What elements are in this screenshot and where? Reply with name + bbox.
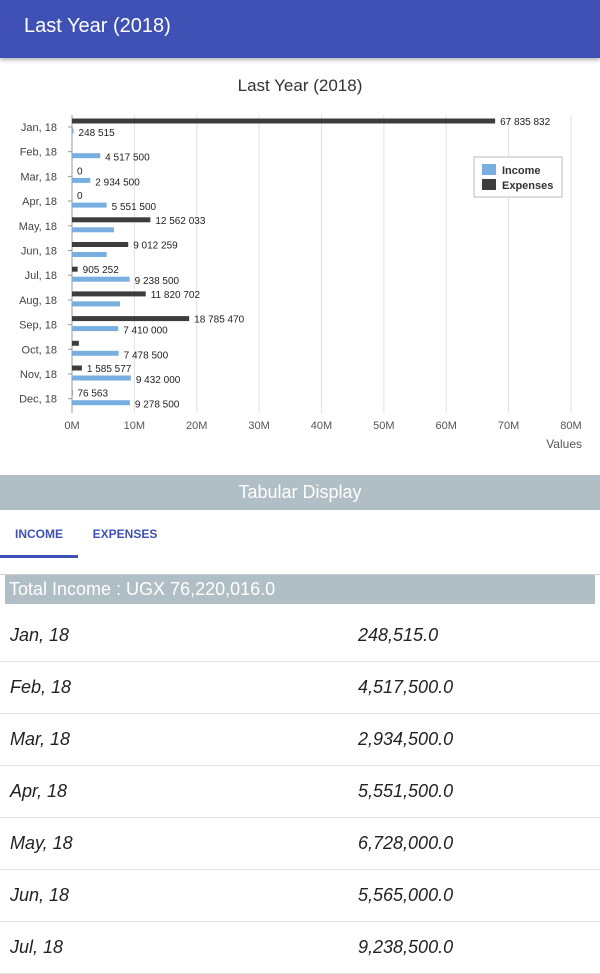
row-value: 5,551,500.0 (358, 781, 453, 802)
row-month: Feb, 18 (10, 677, 71, 698)
row-month: Jun, 18 (10, 885, 69, 906)
income-data-label: 2 934 500 (95, 177, 140, 188)
x-tick-label: 30M (248, 420, 269, 432)
income-data-label: 4 517 500 (105, 153, 150, 164)
expenses-data-label: 9 012 259 (133, 241, 178, 252)
x-axis-label: Values (546, 437, 582, 451)
income-data-label: 7 478 500 (124, 350, 169, 361)
total-income-banner: Total Income : UGX 76,220,016.0 (5, 575, 595, 604)
category-label: Jul, 18 (25, 270, 57, 282)
tab-bar: INCOME EXPENSES (0, 511, 600, 575)
category-label: Jun, 18 (21, 246, 57, 258)
expenses-data-label: 1 585 577 (87, 364, 132, 375)
income-data-label: 9 432 000 (136, 375, 181, 386)
table-row[interactable]: Feb, 18 4,517,500.0 (0, 662, 600, 714)
income-bar (72, 252, 107, 257)
category-label: Jan, 18 (21, 122, 57, 134)
row-month: Jul, 18 (10, 937, 63, 958)
row-month: Mar, 18 (10, 729, 70, 750)
expenses-bar (72, 366, 82, 371)
expenses-data-label: 11 820 702 (151, 290, 201, 301)
expenses-data-label: 905 252 (83, 265, 120, 276)
category-label: Mar, 18 (20, 171, 57, 183)
row-value: 6,728,000.0 (358, 833, 453, 854)
category-label: May, 18 (19, 221, 57, 233)
x-tick-label: 40M (311, 420, 332, 432)
tab-indicator (0, 555, 78, 558)
income-bar (72, 227, 114, 232)
legend-income-label: Income (502, 165, 541, 177)
expenses-data-label: 67 835 832 (500, 117, 550, 128)
income-data-label: 7 410 000 (123, 326, 168, 337)
table-row[interactable]: Jul, 18 9,238,500.0 (0, 922, 600, 974)
table-row[interactable]: Jun, 18 5,565,000.0 (0, 870, 600, 922)
income-table: Jan, 18 248,515.0 Feb, 18 4,517,500.0 Mar,… (0, 610, 600, 974)
bar-chart: Last Year (2018) 0M 10M 20M 30M 40M 50M 60M 70M 8… (0, 60, 600, 470)
x-tick-label: 70M (498, 420, 519, 432)
tab-income[interactable]: INCOME (0, 511, 78, 558)
table-row[interactable]: Mar, 18 2,934,500.0 (0, 714, 600, 766)
income-bar (72, 301, 120, 306)
x-tick-label: 50M (373, 420, 394, 432)
row-value: 5,565,000.0 (358, 885, 453, 906)
category-label: Apr, 18 (22, 196, 57, 208)
category-label: Feb, 18 (20, 147, 57, 159)
income-data-label: 9 278 500 (135, 400, 180, 411)
x-tick-label: 0M (64, 420, 79, 432)
tabular-display-header: Tabular Display (0, 475, 600, 510)
category-label: Dec, 18 (19, 394, 57, 406)
table-row[interactable]: Jan, 18 248,515.0 (0, 610, 600, 662)
expenses-bar (72, 291, 146, 296)
x-tick-label: 60M (436, 420, 457, 432)
chart-title: Last Year (2018) (238, 76, 363, 95)
expenses-bar (72, 119, 495, 124)
legend-expenses-swatch (482, 179, 496, 190)
income-bar (72, 129, 74, 134)
income-bar (72, 277, 130, 282)
row-month: Apr, 18 (10, 781, 67, 802)
x-tick-label: 80M (560, 420, 581, 432)
income-bar (72, 203, 107, 208)
legend-income-swatch (482, 164, 496, 175)
expenses-data-label: 76 563 (77, 389, 108, 400)
income-bar (72, 376, 131, 381)
x-tick-label: 10M (124, 420, 145, 432)
tab-expenses[interactable]: EXPENSES (78, 511, 172, 558)
category-label: Nov, 18 (20, 369, 57, 381)
legend-expenses-label: Expenses (502, 180, 553, 192)
expenses-bar (72, 242, 128, 247)
category-label: Oct, 18 (22, 344, 57, 356)
category-label: Sep, 18 (19, 320, 57, 332)
income-bar (72, 326, 118, 331)
expenses-data-label: 18 785 470 (194, 315, 244, 326)
expenses-data-label: 0 (77, 191, 83, 202)
expenses-data-label: 12 562 033 (155, 216, 205, 227)
income-data-label: 9 238 500 (135, 276, 180, 287)
expenses-bar (72, 341, 79, 346)
expenses-bar (72, 217, 150, 222)
expenses-bar (72, 316, 189, 321)
row-month: Jan, 18 (10, 625, 69, 646)
row-month: May, 18 (10, 833, 73, 854)
x-tick-label: 20M (186, 420, 207, 432)
row-value: 4,517,500.0 (358, 677, 453, 698)
expenses-bar (72, 267, 78, 272)
expenses-data-label: 0 (77, 166, 83, 177)
app-title: Last Year (2018) (24, 15, 171, 38)
income-data-label: 5 551 500 (112, 202, 157, 213)
income-bar (72, 351, 119, 356)
table-row[interactable]: Apr, 18 5,551,500.0 (0, 766, 600, 818)
row-value: 9,238,500.0 (358, 937, 453, 958)
income-bar (72, 400, 130, 405)
table-row[interactable]: May, 18 6,728,000.0 (0, 818, 600, 870)
app-bar: Last Year (2018) (0, 0, 600, 58)
category-label: Aug, 18 (19, 295, 57, 307)
income-bar (72, 178, 90, 183)
row-value: 248,515.0 (358, 625, 438, 646)
income-data-label: 248 515 (79, 128, 116, 139)
row-value: 2,934,500.0 (358, 729, 453, 750)
income-bar (72, 153, 100, 158)
